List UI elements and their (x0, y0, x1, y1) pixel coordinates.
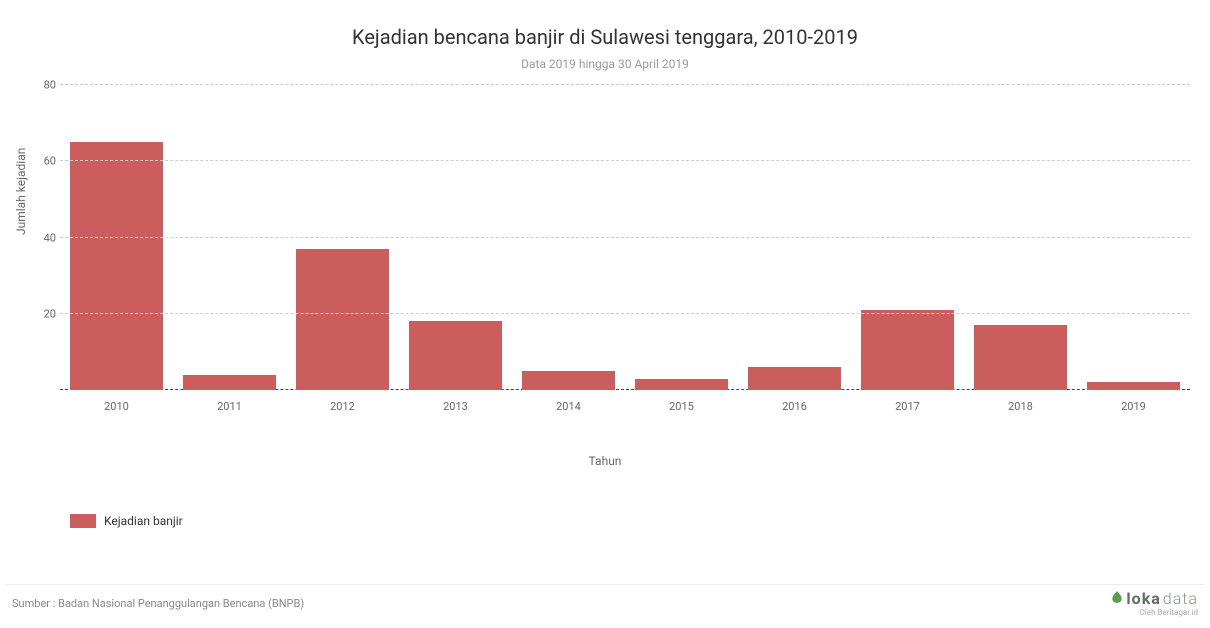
brand-light: data (1163, 591, 1198, 607)
bar (522, 371, 615, 390)
bar (861, 310, 954, 390)
x-tick: 2012 (330, 400, 355, 413)
brand-sub: Oleh Beritagar.id (1139, 609, 1198, 617)
bar (70, 142, 163, 390)
grid-line (60, 84, 1190, 85)
brand-bold: loka (1126, 591, 1160, 607)
bar-slot: 2019 (1077, 85, 1190, 390)
x-axis-label: Tahun (589, 454, 622, 468)
x-tick: 2013 (443, 400, 468, 413)
x-tick: 2018 (1008, 400, 1033, 413)
chart-container: Kejadian bencana banjir di Sulawesi teng… (0, 0, 1210, 628)
brand: lokadata Oleh Beritagar.id (1110, 590, 1198, 617)
bar-slot: 2017 (851, 85, 964, 390)
source-text: Sumber : Badan Nasional Penanggulangan B… (12, 597, 304, 610)
brand-main: lokadata (1110, 590, 1198, 607)
legend: Kejadian banjir (70, 514, 183, 528)
bars-wrap: 2010201120122013201420152016201720182019 (60, 85, 1190, 390)
bar-slot: 2016 (738, 85, 851, 390)
y-tick: 60 (32, 155, 56, 168)
x-tick: 2011 (217, 400, 242, 413)
footer: Sumber : Badan Nasional Penanggulangan B… (6, 584, 1204, 622)
x-tick: 2017 (895, 400, 920, 413)
bar (748, 367, 841, 390)
x-tick: 2019 (1121, 400, 1146, 413)
grid-line (60, 313, 1190, 314)
bar-slot: 2011 (173, 85, 286, 390)
y-axis-label: Jumlah kejadian (14, 148, 28, 235)
bar (409, 321, 502, 390)
bar-slot: 2018 (964, 85, 1077, 390)
bar-slot: 2013 (399, 85, 512, 390)
bar-slot: 2014 (512, 85, 625, 390)
plot-area: 2010201120122013201420152016201720182019… (60, 85, 1190, 390)
x-tick: 2014 (556, 400, 581, 413)
chart-title: Kejadian bencana banjir di Sulawesi teng… (20, 25, 1190, 49)
grid-line (60, 160, 1190, 161)
bar (183, 375, 276, 390)
y-tick: 80 (32, 79, 56, 92)
y-tick: 20 (32, 307, 56, 320)
chart-subtitle: Data 2019 hingga 30 April 2019 (20, 57, 1190, 71)
legend-label: Kejadian banjir (104, 514, 183, 528)
x-tick: 2010 (104, 400, 129, 413)
bar (635, 379, 728, 390)
x-tick: 2015 (669, 400, 694, 413)
bar-slot: 2015 (625, 85, 738, 390)
grid-line (60, 237, 1190, 238)
bar (1087, 382, 1180, 390)
bar-slot: 2010 (60, 85, 173, 390)
x-tick: 2016 (782, 400, 807, 413)
y-tick: 40 (32, 231, 56, 244)
legend-swatch (70, 514, 96, 528)
leaf-icon (1110, 590, 1124, 607)
bar (296, 249, 389, 390)
bar-slot: 2012 (286, 85, 399, 390)
bar (974, 325, 1067, 390)
